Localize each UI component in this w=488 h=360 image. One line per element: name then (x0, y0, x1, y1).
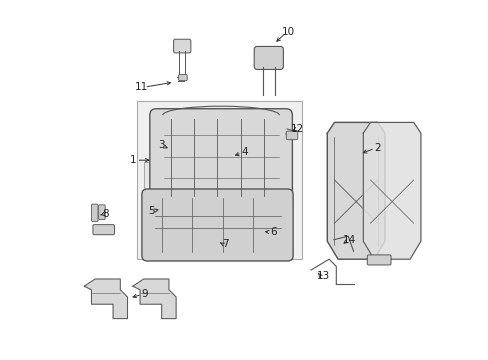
Text: 8: 8 (102, 209, 109, 219)
Bar (136, 101, 302, 259)
FancyBboxPatch shape (254, 46, 283, 69)
Text: 2: 2 (374, 143, 380, 153)
FancyBboxPatch shape (93, 225, 114, 235)
Text: 5: 5 (148, 206, 155, 216)
Text: 12: 12 (290, 124, 304, 134)
Polygon shape (326, 122, 384, 259)
Text: 13: 13 (316, 271, 329, 282)
Text: 1: 1 (129, 155, 136, 165)
Text: 3: 3 (157, 140, 164, 150)
Text: 6: 6 (269, 227, 276, 237)
FancyBboxPatch shape (142, 189, 292, 261)
Bar (143, 162, 291, 259)
Polygon shape (363, 122, 420, 259)
Text: 7: 7 (222, 239, 228, 249)
Text: 4: 4 (241, 147, 247, 157)
Text: 14: 14 (342, 235, 356, 246)
Text: 10: 10 (281, 27, 294, 37)
Polygon shape (133, 279, 176, 319)
Text: 11: 11 (135, 82, 148, 92)
FancyBboxPatch shape (178, 75, 187, 81)
FancyBboxPatch shape (285, 131, 297, 140)
FancyBboxPatch shape (99, 205, 105, 220)
Text: 9: 9 (141, 289, 147, 300)
FancyBboxPatch shape (366, 255, 390, 265)
FancyBboxPatch shape (173, 39, 190, 53)
FancyBboxPatch shape (149, 109, 292, 206)
FancyBboxPatch shape (91, 204, 98, 221)
Polygon shape (84, 279, 127, 319)
